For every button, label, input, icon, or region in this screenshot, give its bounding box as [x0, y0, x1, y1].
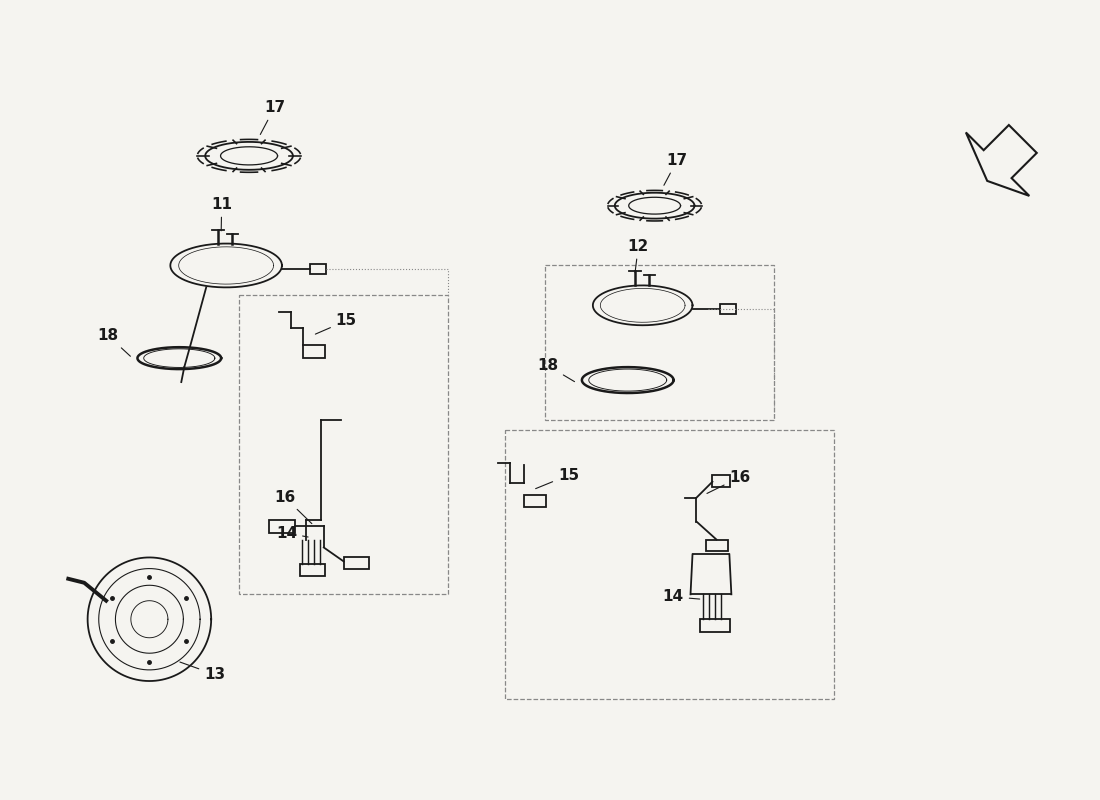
Text: 13: 13 [180, 662, 226, 682]
Text: 17: 17 [261, 100, 285, 134]
Text: 14: 14 [662, 590, 700, 604]
Text: 16: 16 [274, 490, 311, 524]
Text: 18: 18 [98, 328, 131, 356]
Text: 17: 17 [664, 153, 688, 186]
Text: 18: 18 [537, 358, 574, 382]
Text: 11: 11 [211, 197, 232, 231]
Text: 15: 15 [536, 468, 579, 489]
Text: 14: 14 [276, 526, 308, 541]
Text: 12: 12 [628, 238, 649, 273]
Text: 15: 15 [316, 314, 356, 334]
Text: 16: 16 [707, 470, 750, 494]
